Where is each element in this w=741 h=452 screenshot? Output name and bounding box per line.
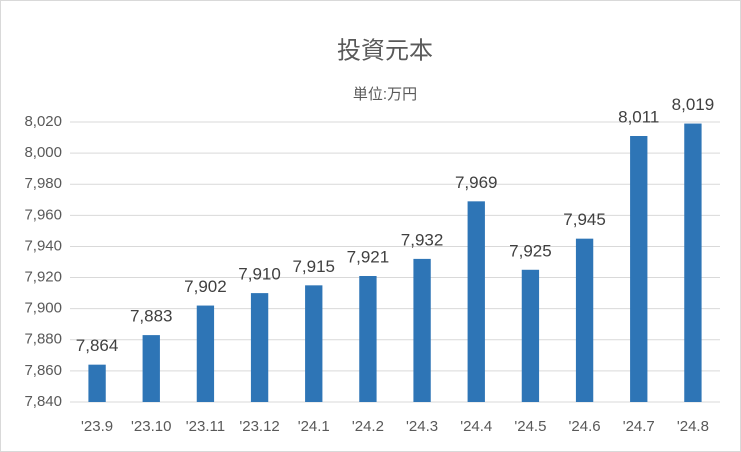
x-tick-label: '24.7 <box>623 418 655 435</box>
bar <box>250 293 269 402</box>
value-label: 8,011 <box>618 107 659 126</box>
value-label: 8,019 <box>672 95 715 114</box>
x-tick-label: '23.9 <box>81 418 113 435</box>
value-label: 7,910 <box>238 265 281 284</box>
y-tick-label: 7,960 <box>24 206 62 223</box>
bar <box>521 269 540 402</box>
bar <box>575 238 594 402</box>
value-label: 7,921 <box>347 247 390 266</box>
y-tick-label: 7,860 <box>24 362 62 379</box>
x-tick-label: '24.4 <box>460 418 492 435</box>
x-tick-label: '24.3 <box>406 418 438 435</box>
value-label: 7,915 <box>292 257 335 276</box>
y-tick-label: 7,980 <box>24 175 62 192</box>
value-label: 7,925 <box>509 241 552 260</box>
value-label: 7,969 <box>455 173 498 192</box>
value-label: 7,932 <box>401 230 444 249</box>
bar <box>88 364 106 402</box>
x-tick-label: '24.5 <box>514 418 546 435</box>
x-tick-label: '23.10 <box>131 418 171 435</box>
value-label: 7,864 <box>76 336 119 355</box>
bar <box>413 258 431 402</box>
y-tick-label: 7,880 <box>24 331 62 348</box>
value-label: 7,902 <box>184 277 227 296</box>
x-tick-label: '24.1 <box>298 418 330 435</box>
chart-title: 投資元本 <box>337 37 433 64</box>
x-tick-label: '23.11 <box>186 418 225 435</box>
y-tick-label: 7,920 <box>24 269 62 286</box>
y-tick-label: 7,940 <box>24 237 62 254</box>
y-tick-label: 7,900 <box>24 300 62 317</box>
bar <box>305 285 323 402</box>
x-tick-label: '24.6 <box>569 418 601 435</box>
bar <box>142 335 160 402</box>
y-tick-label: 7,840 <box>24 393 62 410</box>
bar <box>684 123 702 403</box>
value-label: 7,883 <box>130 307 173 326</box>
bar <box>630 136 648 402</box>
bar <box>196 305 215 402</box>
value-label: 7,945 <box>563 210 606 229</box>
chart-subtitle: 単位:万円 <box>353 86 417 103</box>
x-tick-label: '24.8 <box>677 418 709 435</box>
x-tick-label: '24.2 <box>352 418 384 435</box>
bar <box>467 201 485 402</box>
y-tick-label: 8,000 <box>24 144 62 161</box>
bar <box>359 276 377 402</box>
x-tick-label: '23.12 <box>239 418 279 435</box>
y-tick-label: 8,020 <box>24 113 62 130</box>
